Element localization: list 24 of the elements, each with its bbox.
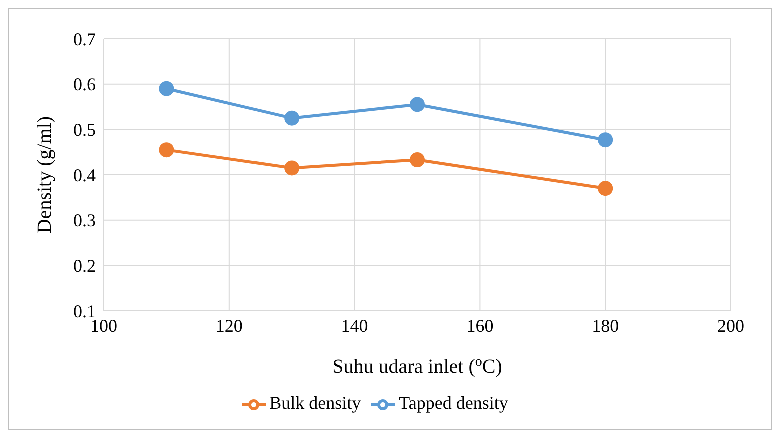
x-tick-label: 120 xyxy=(216,316,243,336)
x-tick-label: 180 xyxy=(592,316,620,336)
y-tick-label: 0.1 xyxy=(74,301,96,322)
point xyxy=(410,97,425,112)
y-tick-label: 0.4 xyxy=(74,165,96,186)
y-tick-label: 0.3 xyxy=(74,210,96,231)
point xyxy=(284,160,300,176)
point xyxy=(598,132,614,148)
y-tick-label: 0.2 xyxy=(74,256,96,276)
point xyxy=(284,110,300,126)
x-tick-label: 160 xyxy=(466,316,494,336)
y-axis-title: Density (g/ml) xyxy=(34,116,56,234)
x-axis-title: Suhu udara inlet ($^{o}$C) xyxy=(332,354,502,378)
legend-label: Tapped density xyxy=(399,393,508,414)
y-tick-label: 0.6 xyxy=(74,74,96,95)
point xyxy=(159,142,174,158)
point xyxy=(410,152,425,168)
legend-label: Bulk density xyxy=(270,393,362,414)
x-tick-label: 200 xyxy=(718,316,744,336)
y-tick-label: 0.5 xyxy=(74,120,96,140)
point xyxy=(598,181,614,196)
point xyxy=(159,81,174,96)
y-tick-label: 0.7 xyxy=(74,29,96,50)
x-tick-label: 140 xyxy=(341,316,368,336)
